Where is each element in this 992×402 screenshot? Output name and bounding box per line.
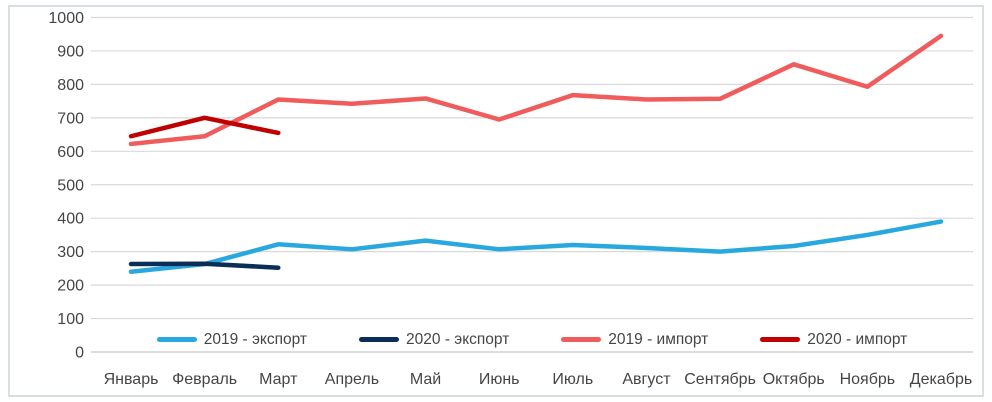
x-tick-label: Октябрь: [763, 371, 825, 388]
x-tick-label: Декабрь: [910, 371, 972, 388]
series-line-1: [128, 261, 281, 270]
series-line-2: [128, 33, 944, 147]
x-tick-label: Март: [259, 371, 298, 388]
x-tick-label: Апрель: [325, 371, 379, 388]
chart-border: [8, 5, 984, 397]
y-tick-label: 400: [57, 211, 84, 228]
series-line-0: [128, 219, 944, 274]
x-tick-label: Июль: [552, 371, 593, 388]
x-tick-label: Август: [622, 371, 671, 388]
x-tick-label: Май: [410, 371, 441, 388]
y-tick-label: 800: [57, 77, 84, 94]
x-tick-label: Январь: [104, 371, 159, 388]
x-tick-label: Июнь: [479, 371, 520, 388]
x-tick-label: Февраль: [172, 371, 237, 388]
y-tick-label: 200: [57, 278, 84, 295]
series-line-3: [128, 115, 281, 139]
x-tick-label: Сентябрь: [684, 371, 756, 388]
y-tick-label: 100: [57, 311, 84, 328]
y-tick-label: 1000: [48, 10, 84, 27]
y-tick-label: 300: [57, 244, 84, 261]
y-tick-label: 0: [75, 345, 84, 362]
y-tick-label: 900: [57, 43, 84, 60]
y-tick-label: 500: [57, 177, 84, 194]
x-tick-label: Ноябрь: [840, 371, 896, 388]
y-tick-label: 600: [57, 144, 84, 161]
y-tick-label: 700: [57, 110, 84, 127]
